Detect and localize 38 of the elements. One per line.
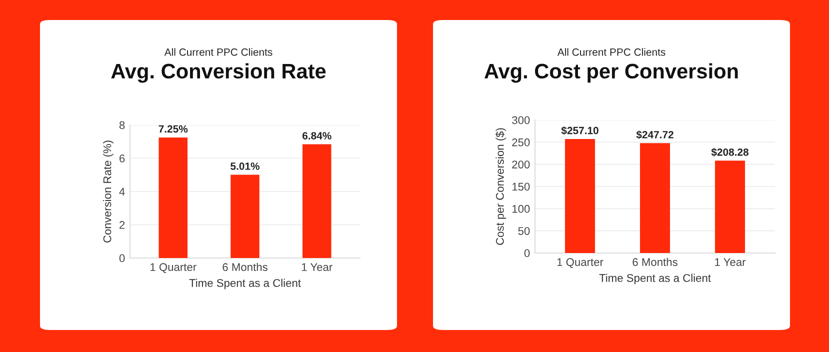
y-tick-label: 100 <box>512 204 530 213</box>
y-tick-label: 200 <box>512 160 530 168</box>
chart-subtitle: All Current PPC Clients <box>557 48 666 56</box>
bar <box>158 137 188 258</box>
y-tick-label: 4 <box>119 188 125 196</box>
bar <box>715 160 745 253</box>
data-label: $247.72 <box>636 130 674 140</box>
x-tick-label: 1 Year <box>715 258 746 266</box>
data-label: $257.10 <box>561 126 598 135</box>
data-label: $208.28 <box>711 148 749 156</box>
chart-title: Avg. Conversion Rate <box>111 63 326 83</box>
chart-title: Avg. Cost per Conversion <box>484 63 738 83</box>
x-tick-label: 1 Year <box>302 263 332 272</box>
x-tick-label: 6 Months <box>632 258 678 266</box>
x-axis-title: Time Spent as a Client <box>189 278 301 290</box>
y-axis-title: Cost per Conversion ($) <box>496 128 506 245</box>
y-tick-label: 2 <box>120 221 125 229</box>
bar <box>640 143 670 253</box>
x-axis-title: Time Spent as a Client <box>599 274 711 284</box>
x-tick-label: 1 Quarter <box>150 263 196 274</box>
y-tick-label: 150 <box>512 182 530 191</box>
data-label: 6.84% <box>302 132 332 140</box>
y-tick-label: 8 <box>119 121 125 130</box>
y-tick-label: 250 <box>512 138 530 146</box>
y-tick-label: 50 <box>518 227 530 235</box>
y-tick-label: 6 <box>120 154 125 162</box>
x-tick-label: 6 Months <box>222 262 268 272</box>
chart-subtitle: All Current PPC Clients <box>164 48 272 56</box>
data-label: 5.01% <box>230 162 260 170</box>
y-axis-title: Conversion Rate (%) <box>103 140 114 242</box>
y-tick-label: 0 <box>119 254 125 262</box>
y-tick-label: 300 <box>512 116 530 124</box>
y-tick-label: 0 <box>524 249 530 258</box>
bar <box>302 144 332 258</box>
bar <box>230 174 260 258</box>
bar <box>565 139 595 253</box>
x-tick-label: 1 Quarter <box>557 258 604 268</box>
data-label: 7.25% <box>158 125 188 133</box>
